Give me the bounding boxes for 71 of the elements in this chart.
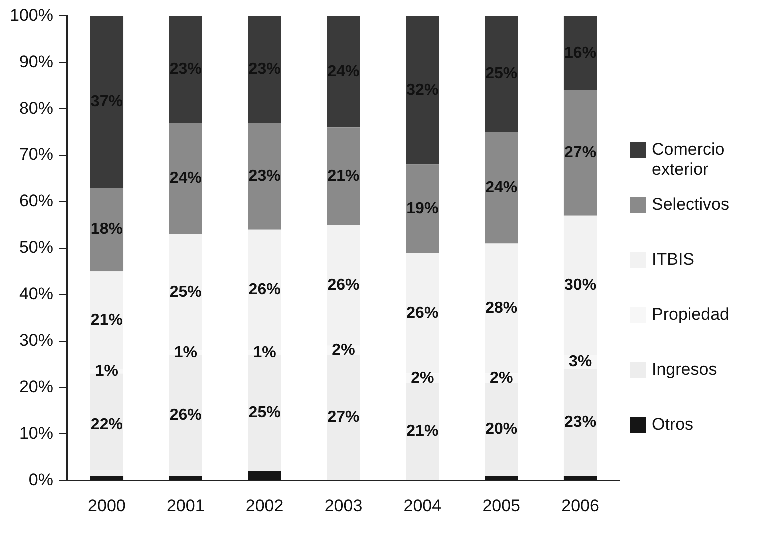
data-label: 18%: [90, 221, 123, 238]
legend-label: Comercio exterior: [652, 140, 726, 180]
data-label: 23%: [248, 168, 281, 185]
data-label: 19%: [406, 200, 439, 218]
legend-label: Propiedad: [652, 305, 731, 325]
y-tick-label: 90%: [19, 52, 54, 72]
y-tick-label: 10%: [19, 424, 54, 443]
y-tick-label: 80%: [19, 98, 54, 118]
bar: [248, 123, 282, 230]
bar: [564, 476, 598, 480]
x-tick-label: 2003: [324, 496, 363, 516]
data-label: 1%: [174, 344, 198, 362]
x-tick-label: 2002: [246, 496, 284, 516]
bar: [485, 16, 518, 132]
data-label: 26%: [406, 304, 439, 322]
bar: [90, 476, 124, 480]
data-label: 21%: [328, 168, 360, 185]
bar: [327, 16, 360, 128]
data-label: 24%: [486, 179, 518, 196]
data-label: 28%: [486, 300, 518, 318]
data-label: 26%: [248, 282, 281, 299]
x-tick-label: 2006: [562, 496, 600, 516]
bar: [406, 16, 440, 165]
bar: [564, 90, 598, 216]
y-tick-label: 0%: [28, 470, 54, 490]
data-label: 20%: [486, 420, 518, 438]
bar: [90, 16, 124, 188]
data-label: 1%: [95, 362, 119, 380]
data-label: 1%: [253, 344, 276, 362]
legend-label: ITBIS: [652, 250, 696, 270]
legend-label: Selectivos: [652, 195, 730, 215]
data-label: 24%: [170, 170, 202, 188]
y-tick-label: 60%: [19, 192, 54, 211]
data-label: 30%: [564, 276, 597, 294]
legend-label: Otros: [652, 415, 695, 435]
bar: [169, 476, 202, 480]
y-tick-label: 30%: [19, 330, 54, 350]
x-tick-label: 2005: [482, 496, 521, 516]
data-label: 21%: [90, 312, 123, 329]
legend-label: Ingresos: [652, 360, 718, 380]
data-label: 21%: [406, 422, 439, 440]
bar: [485, 132, 518, 244]
bar: [406, 164, 440, 254]
data-label: 26%: [170, 406, 202, 424]
y-tick-label: 70%: [19, 145, 54, 164]
bar: [564, 16, 598, 91]
data-label: 25%: [170, 284, 202, 301]
bar: [169, 16, 202, 124]
data-label: 27%: [328, 409, 360, 426]
data-label: 27%: [564, 144, 597, 162]
x-tick-label: 2000: [88, 496, 126, 516]
y-tick-label: 50%: [19, 238, 54, 258]
data-label: 2%: [490, 370, 514, 387]
y-tick-label: 20%: [19, 377, 54, 396]
x-tick-label: 2004: [404, 496, 442, 516]
bar: [90, 188, 124, 272]
data-label: 22%: [90, 416, 123, 434]
bar: [169, 123, 202, 234]
data-label: 2%: [411, 370, 434, 387]
y-tick-label: 100%: [10, 6, 54, 25]
data-label: 3%: [568, 354, 592, 371]
bar: [248, 16, 282, 124]
y-tick-label: 40%: [19, 284, 54, 304]
data-label: 26%: [328, 276, 360, 294]
data-label: 25%: [248, 404, 281, 422]
bar: [248, 471, 282, 480]
x-tick-label: 2001: [166, 496, 205, 516]
data-label: 2%: [332, 342, 356, 359]
bar: [485, 476, 518, 480]
bar: [327, 128, 360, 226]
data-label: 23%: [564, 414, 597, 431]
